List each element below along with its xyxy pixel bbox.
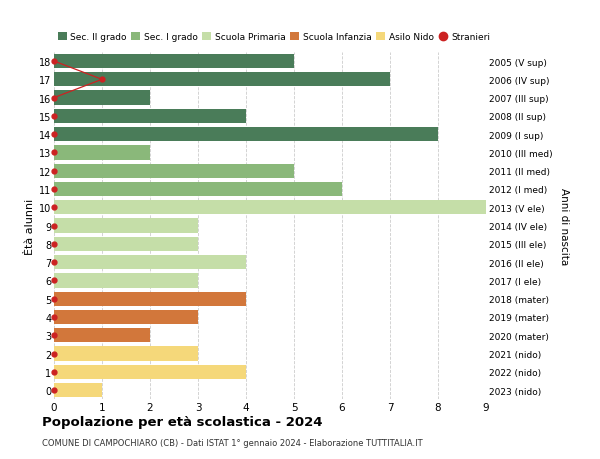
Text: COMUNE DI CAMPOCHIARO (CB) - Dati ISTAT 1° gennaio 2024 - Elaborazione TUTTITALI: COMUNE DI CAMPOCHIARO (CB) - Dati ISTAT … [42, 438, 422, 448]
Bar [54, 55, 294, 69]
Bar [54, 274, 198, 288]
Bar [54, 347, 198, 361]
Bar [54, 183, 342, 197]
Bar [54, 237, 198, 252]
Y-axis label: Ètà alunni: Ètà alunni [25, 198, 35, 254]
Bar [54, 146, 150, 160]
Bar [54, 91, 150, 106]
Bar [54, 365, 246, 379]
Bar [54, 164, 294, 179]
Bar [54, 383, 102, 397]
Y-axis label: Anni di nascita: Anni di nascita [559, 188, 569, 264]
Bar [54, 219, 198, 233]
Text: Popolazione per età scolastica - 2024: Popolazione per età scolastica - 2024 [42, 415, 323, 428]
Bar [54, 128, 438, 142]
Bar [54, 292, 246, 306]
Bar [54, 201, 486, 215]
Legend: Sec. II grado, Sec. I grado, Scuola Primaria, Scuola Infanzia, Asilo Nido, Stran: Sec. II grado, Sec. I grado, Scuola Prim… [54, 30, 493, 46]
Bar [54, 110, 246, 124]
Bar [54, 255, 246, 269]
Bar [54, 328, 150, 342]
Bar [54, 310, 198, 325]
Bar [54, 73, 390, 87]
